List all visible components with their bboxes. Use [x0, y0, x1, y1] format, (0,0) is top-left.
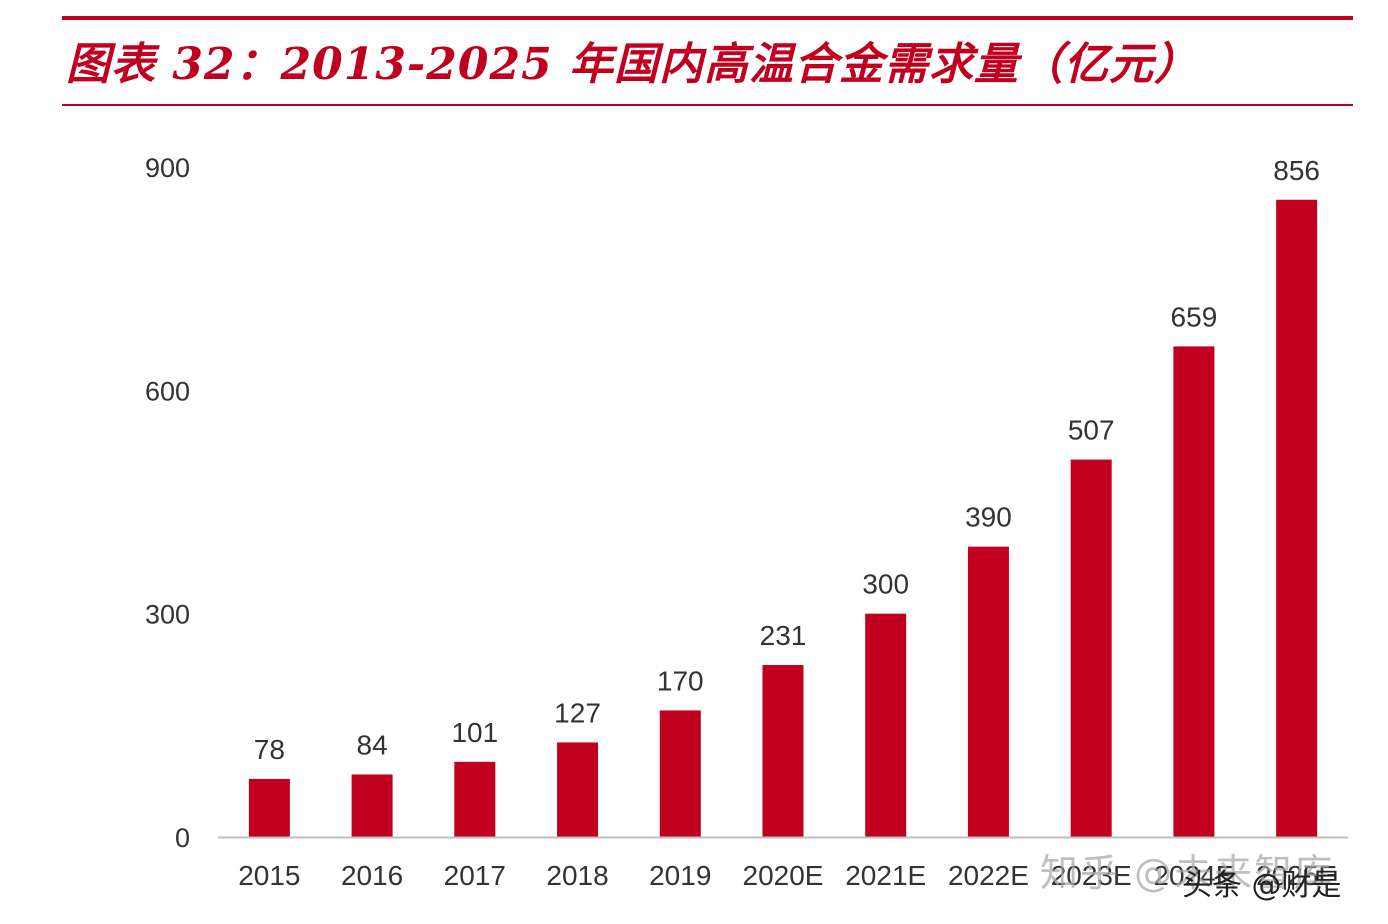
data-label: 231	[760, 620, 807, 651]
watermark-toutiao: 头条 @财是	[1182, 868, 1342, 903]
data-label: 84	[357, 729, 388, 760]
x-tick-label: 2019	[649, 860, 711, 891]
data-label: 390	[965, 502, 1012, 533]
y-tick-label: 600	[145, 376, 190, 406]
x-tick-label: 2023E	[1051, 860, 1132, 891]
watermark-zhihu: 知乎 @未来智库	[1040, 851, 1335, 895]
bar	[967, 546, 1009, 837]
bar	[351, 774, 393, 837]
bar	[762, 665, 804, 837]
bar	[454, 761, 496, 837]
title-bottom-rule	[62, 104, 1353, 106]
x-tick-label: 2015	[238, 860, 300, 891]
x-tick-label: 2017	[444, 860, 506, 891]
bar	[1070, 459, 1112, 837]
data-label: 78	[254, 734, 285, 765]
data-label: 856	[1273, 155, 1320, 186]
bar	[1173, 346, 1215, 837]
bar	[557, 742, 599, 837]
bar	[1276, 199, 1318, 837]
x-tick-label: 2021E	[845, 860, 926, 891]
bar	[865, 613, 907, 837]
data-label: 300	[862, 569, 909, 600]
y-tick-label: 300	[145, 600, 190, 630]
x-tick-label: 2020E	[743, 860, 824, 891]
bar	[248, 778, 290, 837]
y-tick-label: 0	[175, 823, 190, 853]
title-top-rule	[62, 16, 1353, 20]
x-tick-label: 2022E	[948, 860, 1029, 891]
bar	[659, 710, 701, 837]
x-tick-label: 2016	[341, 860, 403, 891]
x-tick-label: 2018	[546, 860, 608, 891]
x-tick-label: 2025E	[1256, 860, 1337, 891]
data-label: 659	[1171, 301, 1218, 332]
chart-title: 图表 32：2013-2025 年国内高温合金需求量（亿元）	[66, 39, 1200, 90]
data-label: 170	[657, 665, 704, 696]
data-label: 101	[451, 717, 498, 748]
data-label: 127	[554, 697, 601, 728]
x-tick-label: 2024E	[1153, 860, 1234, 891]
data-label: 507	[1068, 415, 1115, 446]
y-tick-label: 900	[145, 153, 190, 183]
